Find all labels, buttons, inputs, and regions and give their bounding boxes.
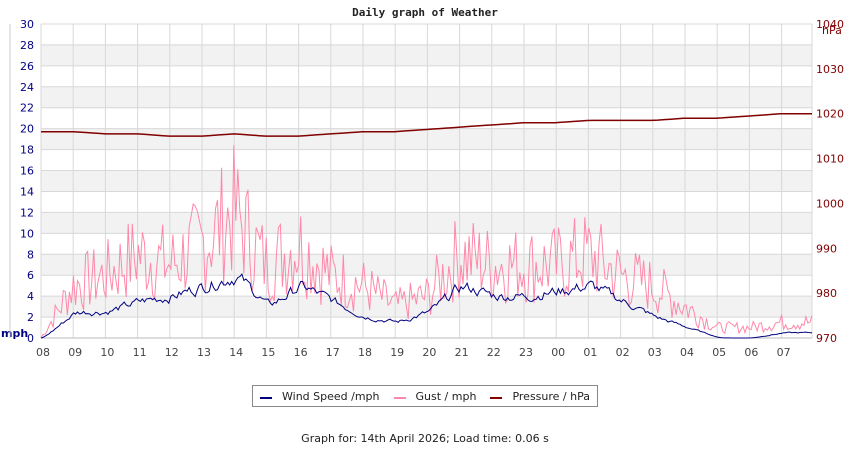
svg-text:20: 20 (20, 123, 34, 136)
svg-text:04: 04 (680, 346, 694, 359)
svg-text:1040: 1040 (816, 18, 844, 31)
svg-text:22: 22 (487, 346, 501, 359)
svg-text:24: 24 (20, 81, 34, 94)
svg-text:30: 30 (20, 18, 34, 31)
svg-text:mph: mph (1, 327, 28, 340)
svg-text:03: 03 (648, 346, 662, 359)
svg-text:18: 18 (20, 144, 34, 157)
svg-text:17: 17 (326, 346, 340, 359)
svg-text:16: 16 (294, 346, 308, 359)
svg-text:07: 07 (777, 346, 791, 359)
svg-text:19: 19 (390, 346, 404, 359)
wind-speed-swatch-icon (260, 396, 272, 399)
svg-text:8: 8 (27, 248, 34, 261)
legend-pressure: Pressure / hPa (490, 390, 590, 403)
svg-text:00: 00 (551, 346, 565, 359)
svg-text:11: 11 (133, 346, 147, 359)
svg-text:06: 06 (744, 346, 758, 359)
svg-text:23: 23 (519, 346, 533, 359)
svg-text:1000: 1000 (816, 197, 844, 210)
svg-text:28: 28 (20, 39, 34, 52)
chart-title: Daily graph of Weather (352, 6, 498, 19)
footer-status: Graph for: 14th April 2026; Load time: 0… (301, 432, 549, 445)
svg-text:6: 6 (27, 269, 34, 282)
svg-text:08: 08 (36, 346, 50, 359)
svg-text:22: 22 (20, 102, 34, 115)
svg-text:12: 12 (165, 346, 179, 359)
svg-text:990: 990 (816, 242, 837, 255)
svg-text:01: 01 (583, 346, 597, 359)
svg-text:16: 16 (20, 165, 34, 178)
svg-text:02: 02 (616, 346, 630, 359)
svg-text:13: 13 (197, 346, 211, 359)
svg-text:14: 14 (229, 346, 243, 359)
svg-text:1020: 1020 (816, 108, 844, 121)
svg-text:12: 12 (20, 206, 34, 219)
svg-text:1030: 1030 (816, 63, 844, 76)
svg-text:09: 09 (68, 346, 82, 359)
svg-text:20: 20 (422, 346, 436, 359)
svg-text:970: 970 (816, 332, 837, 345)
pressure-swatch-icon (490, 396, 503, 399)
svg-text:15: 15 (261, 346, 275, 359)
legend-wind-speed: Wind Speed /mph (260, 390, 380, 403)
svg-text:hPa: hPa (822, 24, 842, 37)
svg-text:2: 2 (27, 311, 34, 324)
svg-text:10: 10 (100, 346, 114, 359)
svg-text:1010: 1010 (816, 153, 844, 166)
svg-text:4: 4 (27, 290, 34, 303)
svg-text:18: 18 (358, 346, 372, 359)
chart-legend: Wind Speed /mph Gust / mph Pressure / hP… (252, 385, 598, 407)
legend-gust: Gust / mph (393, 390, 476, 403)
svg-text:26: 26 (20, 60, 34, 73)
weather-chart: 0246810121416182022242628309709809901000… (1, 18, 844, 359)
svg-text:14: 14 (20, 185, 34, 198)
svg-text:10: 10 (20, 227, 34, 240)
svg-text:21: 21 (455, 346, 469, 359)
svg-text:980: 980 (816, 287, 837, 300)
svg-text:05: 05 (712, 346, 726, 359)
gust-swatch-icon (393, 396, 406, 399)
svg-text:0: 0 (27, 332, 34, 345)
